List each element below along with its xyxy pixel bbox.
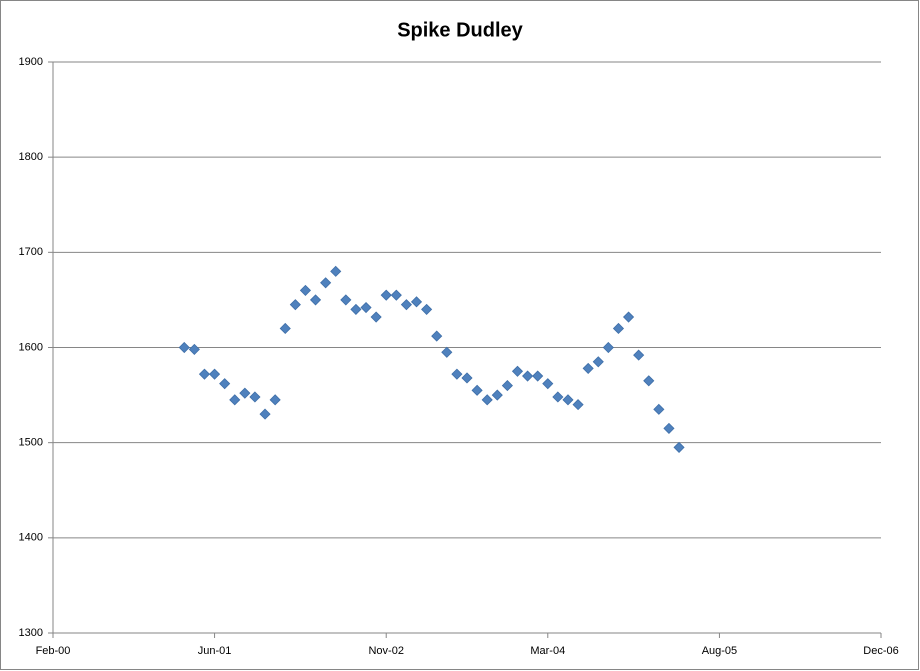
point (400, 299, 412, 311)
point (582, 362, 594, 375)
point (572, 399, 584, 411)
point (309, 294, 322, 306)
x-tick-label: Mar-04 (530, 645, 565, 657)
point (562, 394, 574, 406)
point (461, 372, 473, 384)
point (663, 422, 675, 434)
y-tick-label: 1400 (19, 532, 43, 544)
x-tick-label: Dec-06 (863, 645, 898, 657)
point (511, 365, 524, 377)
point (370, 311, 382, 323)
point (491, 389, 503, 401)
y-tick-label: 1900 (19, 56, 43, 68)
point (229, 394, 241, 406)
y-tick-label: 1300 (19, 627, 43, 639)
point (410, 296, 423, 308)
point (188, 343, 200, 355)
point (279, 322, 291, 335)
point (653, 403, 665, 415)
x-tick-label: Nov-02 (368, 645, 403, 657)
point (633, 349, 645, 361)
point (542, 378, 554, 390)
point (380, 289, 392, 301)
y-tick-label: 1800 (19, 151, 43, 163)
y-tick-label: 1700 (19, 246, 43, 258)
point (673, 441, 685, 453)
point (552, 391, 564, 403)
chart-title: Spike Dudley (397, 19, 523, 41)
point (532, 370, 544, 382)
point (198, 368, 211, 380)
point (441, 346, 453, 358)
x-tick-label: Aug-05 (702, 645, 737, 657)
point (451, 368, 463, 380)
point (178, 341, 190, 354)
point (643, 375, 655, 387)
point (239, 387, 251, 399)
point (269, 394, 281, 406)
y-tick-label: 1600 (19, 341, 43, 353)
point (390, 289, 402, 301)
point (350, 303, 362, 315)
point (431, 330, 443, 342)
point (501, 380, 513, 392)
point (602, 341, 614, 354)
point (259, 408, 271, 420)
point (481, 394, 493, 406)
point (330, 265, 342, 277)
point (522, 370, 534, 382)
point (320, 277, 332, 289)
point (592, 356, 604, 368)
point (249, 391, 261, 403)
point (289, 299, 301, 311)
point (208, 368, 221, 380)
point (360, 301, 372, 314)
point (421, 303, 433, 315)
point (299, 284, 312, 296)
point (622, 311, 635, 323)
point (340, 294, 352, 306)
x-tick-label: Jun-01 (198, 645, 232, 657)
point (219, 378, 231, 390)
point (471, 384, 483, 396)
y-tick-label: 1500 (19, 437, 43, 449)
x-tick-label: Feb-00 (36, 645, 71, 657)
point (612, 322, 625, 335)
